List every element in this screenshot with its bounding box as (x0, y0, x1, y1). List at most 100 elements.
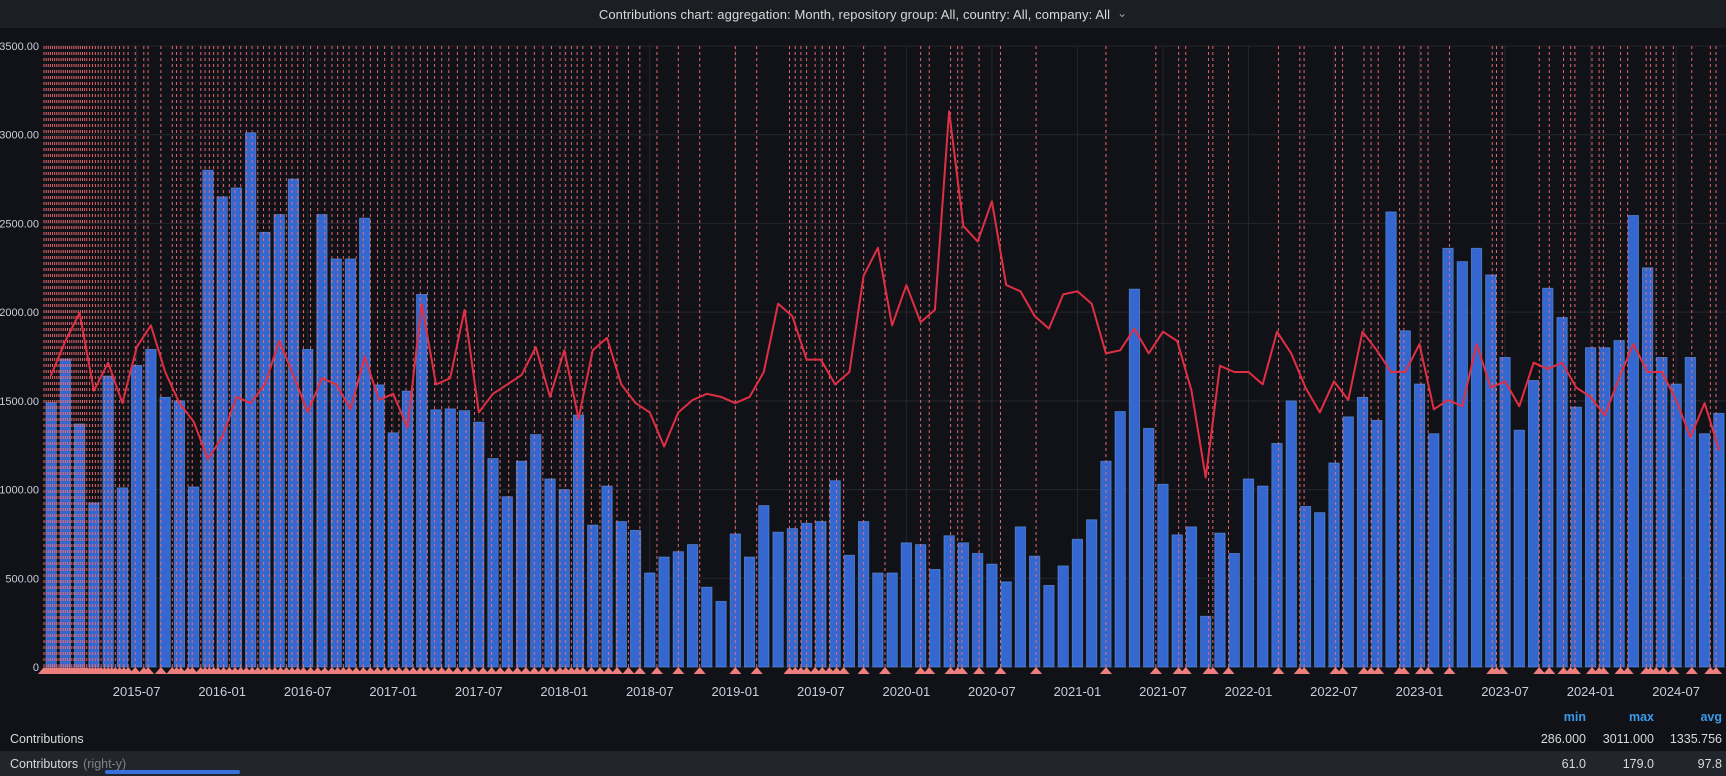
annotation-marker[interactable] (1206, 667, 1219, 674)
y-axis-tick-label: 2000.00 (0, 307, 39, 319)
annotation-marker[interactable] (1543, 667, 1556, 674)
annotation-marker[interactable] (622, 667, 635, 674)
annotation-marker[interactable] (879, 667, 891, 674)
annotation-marker[interactable] (1397, 667, 1410, 674)
contributions-bar (1143, 427, 1155, 668)
annotation-marker[interactable] (1533, 667, 1546, 674)
horizontal-scrollbar-thumb[interactable] (105, 770, 240, 774)
x-axis-tick-label: 2021-01 (1054, 684, 1102, 699)
annotation-marker[interactable] (1179, 667, 1192, 674)
annotation-marker[interactable] (593, 667, 606, 674)
annotation-marker[interactable] (1372, 667, 1385, 674)
y-axis-tick-label: 3500.00 (0, 41, 39, 53)
series-label[interactable]: Contributors (right-y) (10, 757, 1518, 771)
annotation-marker[interactable] (154, 667, 167, 674)
annotation-marker[interactable] (459, 667, 472, 674)
annotation-marker[interactable] (1667, 667, 1680, 674)
annotation-marker[interactable] (914, 667, 927, 674)
annotation-marker[interactable] (1443, 667, 1456, 674)
annotation-marker[interactable] (585, 667, 598, 674)
annotation-marker[interactable] (519, 667, 532, 674)
annotation-marker[interactable] (1222, 667, 1235, 674)
annotation-marker[interactable] (1298, 667, 1311, 674)
annotation-marker[interactable] (611, 667, 624, 674)
annotation-marker[interactable] (129, 667, 142, 674)
contributions-bar (686, 544, 699, 668)
contributions-bar (1043, 584, 1055, 668)
annotation-marker[interactable] (1621, 667, 1634, 674)
annotation-marker[interactable] (502, 667, 515, 674)
contributions-bar (629, 529, 642, 668)
contributions-bar (458, 410, 471, 668)
contributions-bar (1470, 247, 1483, 668)
annotation-marker[interactable] (973, 667, 986, 674)
chevron-down-icon[interactable]: ⌄ (1117, 6, 1128, 20)
annotation-marker[interactable] (800, 667, 813, 674)
annotation-marker[interactable] (923, 667, 936, 674)
annotation-marker[interactable] (545, 667, 558, 674)
annotation-marker[interactable] (750, 667, 763, 674)
legend-max-value: 3011.000 (1602, 732, 1654, 746)
series-label[interactable]: Contributions (10, 732, 1518, 746)
annotation-marker[interactable] (837, 667, 850, 674)
chart-svg[interactable]: 3500.00 3000.00 2500.00 2000.00 1500.00 1000.… (0, 28, 1726, 706)
annotation-marker[interactable] (442, 667, 455, 674)
contributions-bar (216, 196, 228, 668)
contributions-bar (587, 524, 599, 668)
annotation-marker[interactable] (1030, 667, 1043, 674)
annotation-marker[interactable] (1657, 667, 1670, 674)
legend-row-contributions[interactable]: Contributions 286.000 3011.000 1335.756 (0, 727, 1726, 751)
annotation-marker[interactable] (729, 667, 742, 674)
annotation-marker[interactable] (693, 667, 706, 674)
contributions-bar (1000, 581, 1012, 668)
annotation-marker[interactable] (1422, 667, 1435, 674)
annotation-marker[interactable] (536, 667, 549, 674)
annotation-marker[interactable] (186, 667, 199, 674)
contributions-bar (815, 521, 827, 668)
contributions-bar (273, 214, 285, 668)
annotation-marker[interactable] (857, 667, 870, 674)
annotation-marker[interactable] (468, 667, 481, 674)
annotation-marker[interactable] (485, 667, 498, 674)
annotation-marker[interactable] (1336, 667, 1349, 674)
annotation-marker[interactable] (633, 667, 646, 674)
legend-header-min[interactable]: min (1563, 709, 1586, 724)
annotation-marker[interactable] (994, 667, 1007, 674)
annotation-marker[interactable] (1149, 667, 1162, 674)
annotation-marker[interactable] (142, 667, 155, 674)
annotation-marker[interactable] (1568, 667, 1581, 674)
legend-header-avg[interactable]: avg (1700, 709, 1722, 724)
annotation-marker[interactable] (602, 667, 615, 674)
chart-area[interactable]: 3500.00 3000.00 2500.00 2000.00 1500.00 1000.… (0, 28, 1726, 706)
contributions-bar (1185, 526, 1198, 668)
annotation-marker[interactable] (1099, 667, 1112, 674)
annotation-marker[interactable] (672, 667, 685, 674)
contributions-bar (1157, 483, 1169, 668)
annotation-marker[interactable] (511, 667, 524, 674)
legend-min-value: 61.0 (1561, 756, 1586, 771)
annotation-marker[interactable] (650, 667, 663, 674)
annotation-marker[interactable] (576, 667, 589, 674)
annotation-marker[interactable] (1685, 667, 1698, 674)
contributions-bar (1456, 261, 1468, 668)
y-axis-tick-label: 0 (33, 662, 39, 674)
x-axis-tick-label: 2018-07 (626, 684, 674, 699)
annotation-marker[interactable] (451, 667, 464, 674)
legend-row-contributors[interactable]: Contributors (right-y) 61.0 179.0 97.8 (0, 751, 1726, 776)
annotation-marker[interactable] (1496, 667, 1509, 674)
x-axis-tick-label: 2024-07 (1652, 684, 1700, 699)
annotation-marker[interactable] (1597, 667, 1610, 674)
contributions-bar (644, 572, 656, 668)
annotation-marker[interactable] (955, 667, 968, 674)
annotation-marker[interactable] (494, 667, 507, 674)
annotation-marker[interactable] (1710, 667, 1723, 674)
panel-header[interactable]: Contributions chart: aggregation: Month,… (0, 0, 1726, 28)
contributions-bar (1713, 412, 1725, 668)
annotation-marker[interactable] (528, 667, 541, 674)
axis-note: (right-y) (83, 756, 127, 771)
annotation-marker[interactable] (1272, 667, 1285, 674)
annotation-marker[interactable] (477, 667, 490, 674)
series-label-text: Contributors (10, 756, 79, 771)
legend-header-max[interactable]: max (1628, 709, 1654, 724)
contributions-bar (1699, 433, 1711, 668)
